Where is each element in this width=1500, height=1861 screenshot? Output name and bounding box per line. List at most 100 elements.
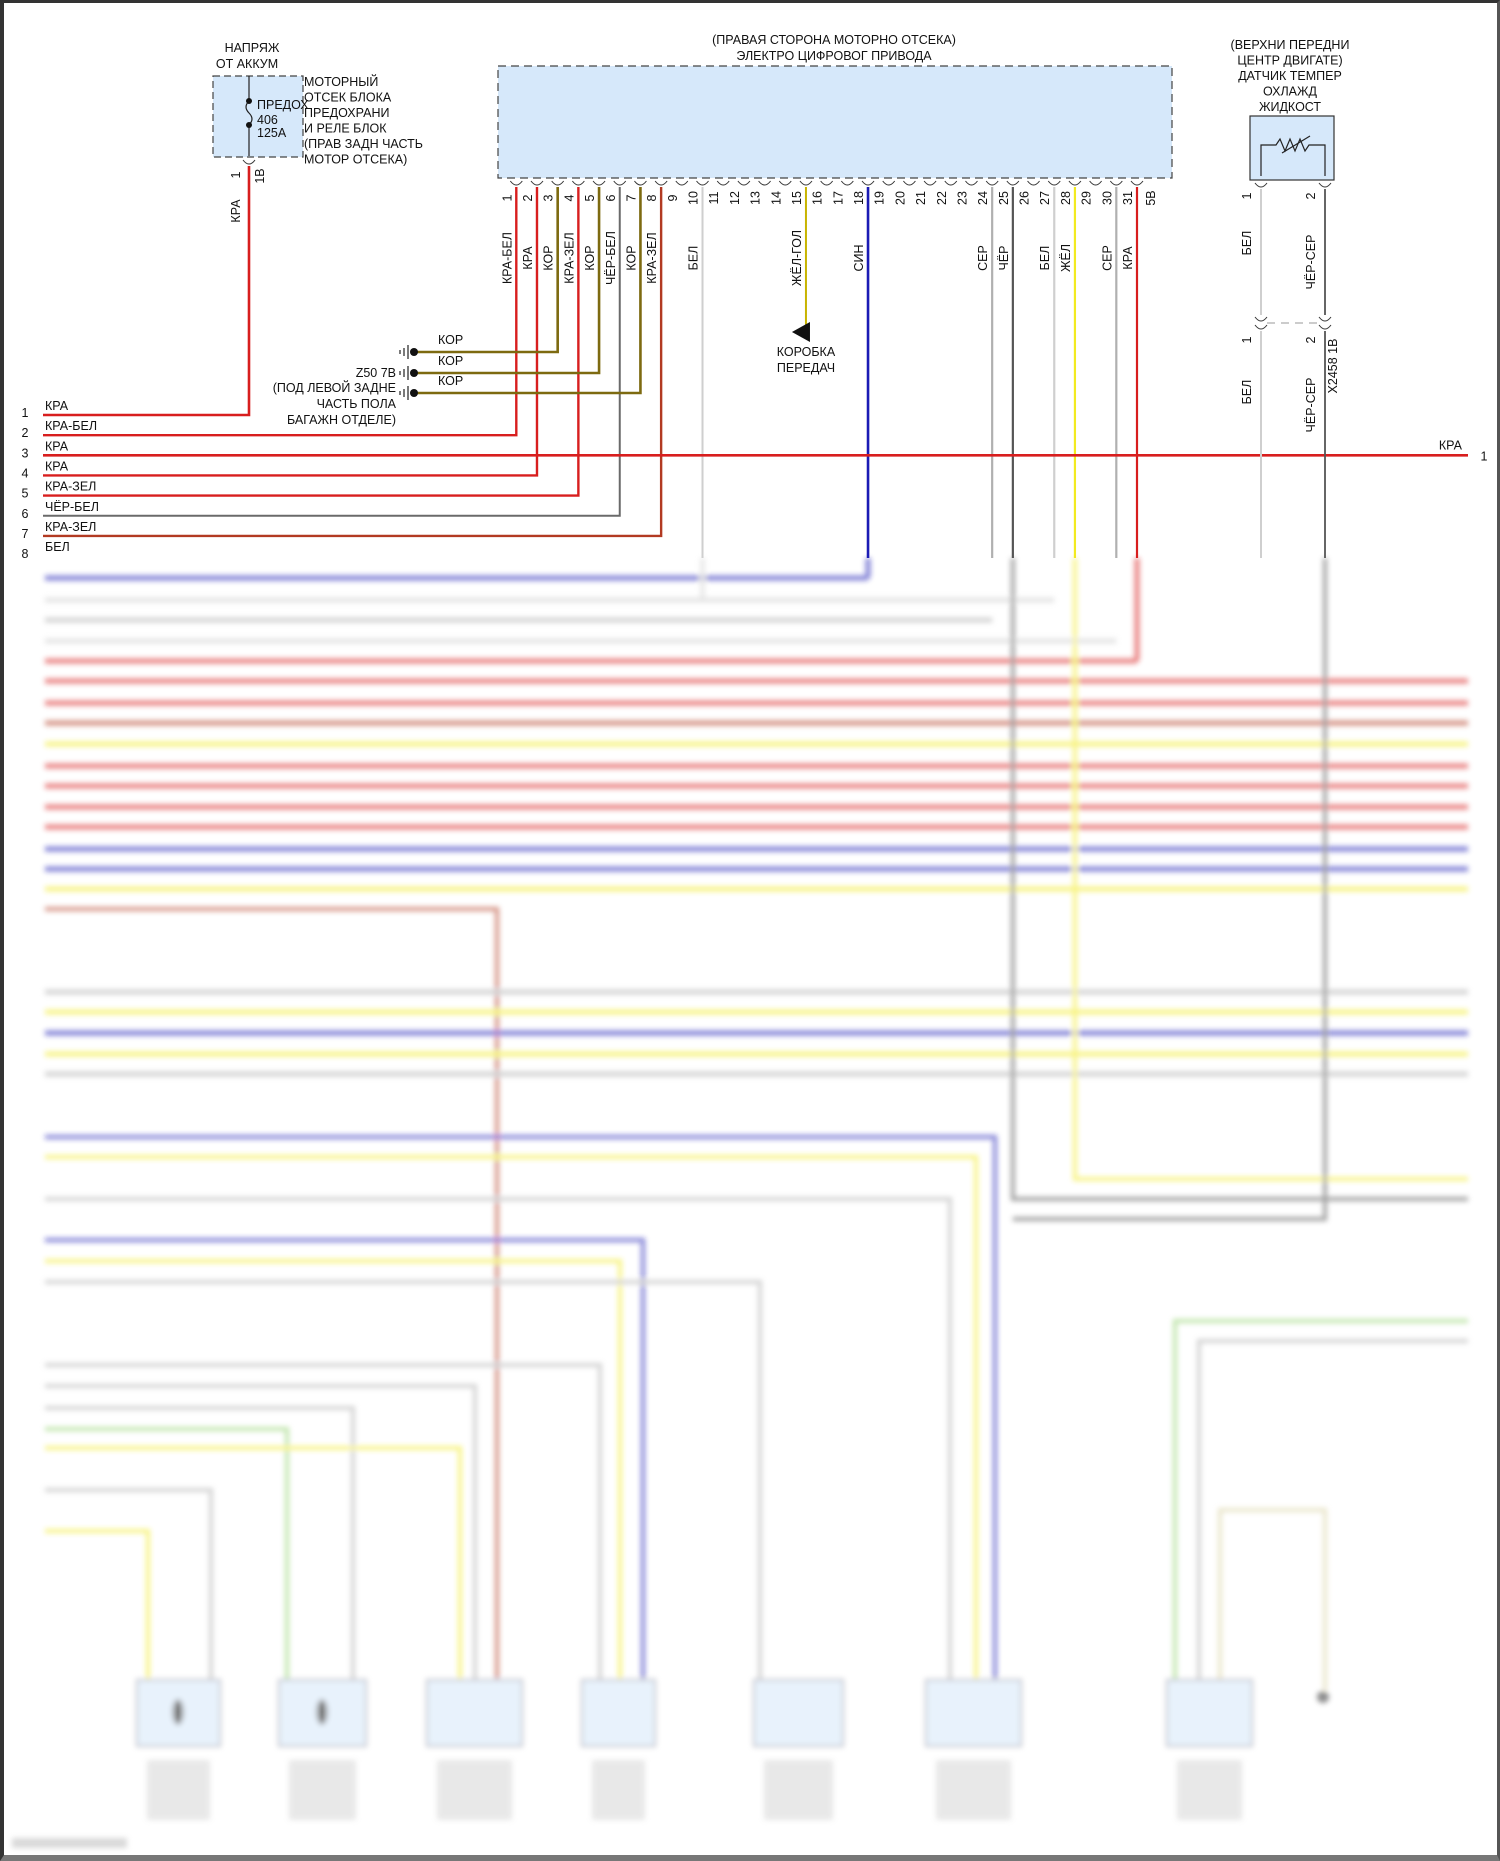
ecu-pin-number: 10 <box>687 191 701 205</box>
ecu-pin-wire-label: КОР <box>583 245 597 270</box>
ecu-pin-terminal <box>634 180 647 186</box>
blurred-wire <box>45 1238 645 1690</box>
blurred-wire <box>45 1529 150 1690</box>
ecu-pin-number: 27 <box>1038 191 1052 205</box>
blurred-wire <box>45 1197 952 1690</box>
fuse-wire-label: КРА <box>229 199 243 223</box>
ecu-pin-terminal <box>509 180 523 186</box>
wire-pin-8 <box>43 187 663 538</box>
ecu-pin-terminal <box>778 180 792 186</box>
ecu-pin-number: 12 <box>728 191 742 205</box>
sensor-wire-label: ЧЁР-СЕР <box>1304 378 1318 433</box>
fuse-block-location: И РЕЛЕ БЛОК <box>304 122 387 136</box>
ecu-pin-terminal <box>758 180 771 186</box>
sensor-pin-terminal <box>1254 182 1268 188</box>
ecu-pin-number: 14 <box>769 191 783 205</box>
fuse-pin-number: 1 <box>229 171 243 178</box>
ecu-pin-number: 24 <box>976 191 990 205</box>
fuse-connector-terminal <box>242 159 256 165</box>
row-number: 2 <box>22 426 29 440</box>
ground-point <box>1317 1691 1329 1703</box>
ecu-pin-number: 9 <box>666 194 680 201</box>
sensor-title: ДАТЧИК ТЕМПЕР <box>1238 69 1342 83</box>
ecu-pin-terminal <box>882 180 896 186</box>
ecu-pin-number: 2 <box>521 194 535 201</box>
inline-connector-terminal <box>1254 316 1268 322</box>
ecu-pin-number: 19 <box>873 191 887 205</box>
ecu-pin-terminal <box>820 180 834 186</box>
component-box <box>753 1679 844 1747</box>
ecu-pin-number: 4 <box>562 194 576 201</box>
component-label <box>289 1760 356 1820</box>
ecu-pin-wire-label: КОР <box>624 245 638 270</box>
ecu-pin-terminal <box>903 180 916 186</box>
ground-wire-label: КОР <box>438 333 463 347</box>
ecu-pin-wire-label: БЕЛ <box>1038 246 1052 271</box>
ecu-pin-number: 6 <box>604 194 618 201</box>
component-label <box>437 1760 512 1820</box>
blurred-wire <box>45 1259 622 1690</box>
ground-icon <box>399 366 409 380</box>
ecu-pin-terminal <box>696 180 709 186</box>
row-number: 3 <box>22 446 29 460</box>
row-number: 1 <box>22 406 29 420</box>
sensor-title: ЖИДКОСТ <box>1259 100 1321 114</box>
fuse-block-location: ОТСЕК БЛОКА <box>304 91 392 105</box>
ecu-pin-terminal <box>985 180 999 186</box>
row-wire-label: БЕЛ <box>45 540 70 554</box>
ecu-pin-number: 26 <box>1018 191 1032 205</box>
sensor-wire-label: ЧЁР-СЕР <box>1304 235 1318 290</box>
row-wire-label: КРА <box>45 399 69 413</box>
component-box <box>426 1679 523 1747</box>
ecu-pin-terminal <box>1130 180 1144 186</box>
ecu-pin-number: 7 <box>624 194 638 201</box>
inline-pin-number: 2 <box>1304 336 1318 343</box>
ecu-pin-number: 13 <box>749 191 763 205</box>
fuse-block-location: МОТОРНЫЙ <box>304 74 378 89</box>
sensor-title: ОХЛАЖД <box>1263 85 1318 99</box>
sensor-title: ЦЕНТР ДВИГАТЕ) <box>1237 54 1342 68</box>
blurred-wire <box>1010 558 1468 1201</box>
ecu-pin-terminal <box>1027 180 1040 186</box>
ecu-pin-number: 23 <box>955 191 969 205</box>
blurred-wire <box>1012 558 1327 1221</box>
ecu-pin-number: 29 <box>1080 191 1094 205</box>
ecu-pin-terminal <box>861 180 875 186</box>
ecu-title: ЭЛЕКТРО ЦИФРОВОГ ПРИВОДА <box>736 49 932 63</box>
blurred-wire <box>1173 1319 1468 1690</box>
row-wire-label: КРА <box>45 439 69 453</box>
sensor-pin-number: 1 <box>1240 192 1254 199</box>
blurred-wire <box>45 1280 762 1690</box>
component-label <box>1177 1760 1242 1820</box>
ecu-pin-wire-label: ЖЁЛ-ГОЛ <box>790 230 804 286</box>
ground-id: Z50 7B <box>356 366 396 380</box>
ecu-pin-number: 18 <box>852 191 866 205</box>
ecu-pin-number: 25 <box>997 191 1011 205</box>
ecu-pin-terminal <box>530 180 544 186</box>
ground-icon <box>399 386 409 400</box>
row-wire-label: КРА-БЕЛ <box>45 419 97 433</box>
ecu-connector-id: 5B <box>1144 190 1158 205</box>
blurred-wire <box>45 1488 213 1690</box>
row-wire-label: КРА <box>45 459 69 473</box>
blurred-wire <box>45 1384 477 1690</box>
row-number: 7 <box>22 527 29 541</box>
ecu-pin-wire-label: КРА-ЗЕЛ <box>645 232 659 283</box>
row-wire-label: КРА-ЗЕЛ <box>45 520 96 534</box>
ecu-pin-number: 16 <box>811 191 825 205</box>
fuse-node <box>246 122 252 128</box>
ecu-pin-wire-label: СЕР <box>976 245 990 271</box>
inline-connector-terminal <box>1254 324 1268 330</box>
ecu-pin-terminal <box>799 180 813 186</box>
blurred-wire <box>45 1427 289 1690</box>
row-number: 8 <box>22 547 29 561</box>
wire-ground-1 <box>414 187 559 354</box>
blurred-wire <box>45 1155 978 1690</box>
component-label <box>147 1760 210 1820</box>
sensor-element-icon <box>172 1699 184 1725</box>
fuse-node <box>246 98 252 104</box>
fuse-label: 125A <box>257 126 287 140</box>
ecu-pin-wire-label: СИН <box>852 244 866 271</box>
supply-label: ОТ АККУМ <box>216 57 278 71</box>
component-box <box>581 1679 656 1747</box>
